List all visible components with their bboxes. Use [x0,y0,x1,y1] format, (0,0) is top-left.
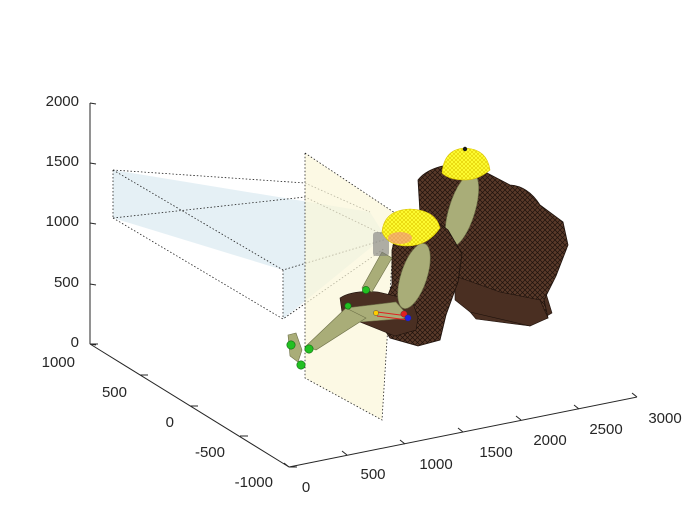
x-tick-label: 500 [360,466,385,483]
z-tick-label: 500 [54,274,79,291]
front-occupant-upper-arm [361,251,393,293]
y-tick-label: 0 [166,414,174,431]
z-tick-label: 0 [71,334,79,351]
rear-helmet-marker [462,146,468,152]
x-tick-label: 3000 [648,410,681,427]
z-tick-label: 1500 [46,153,79,170]
z-tick-label: 2000 [46,93,79,110]
x-tick-label: 0 [302,479,310,496]
rear-seat-cushion [454,275,549,327]
front-occupant-leg [305,307,367,351]
rear-helmet [441,147,491,181]
front-occupant-foot [287,332,303,363]
y-tick-label: -500 [195,444,225,461]
front-occupant-torso [397,243,431,309]
hip-markers [373,310,412,322]
y-tick-label: 1000 [42,354,75,371]
x-tick-label: 2500 [589,421,622,438]
front-seat [286,208,463,370]
y-tick-label: -1000 [235,474,273,491]
front-head-box [373,232,389,256]
rear-seat [417,146,569,327]
z-axis: 0 500 1000 1500 2000 [46,93,97,351]
y-tick-label: 500 [102,384,127,401]
z-tick-label: 1000 [46,213,79,230]
x-tick-label: 1500 [479,444,512,461]
x-tick-label: 1000 [419,456,452,473]
x-axis: 0 500 1000 1500 2000 2500 3000 [283,392,682,496]
y-axis: 1000 500 0 -500 -1000 [42,343,297,491]
foot-plane [304,152,396,421]
x-tick-label: 2000 [533,432,566,449]
joint-markers [286,286,370,370]
front-helmet-visor [388,232,412,244]
